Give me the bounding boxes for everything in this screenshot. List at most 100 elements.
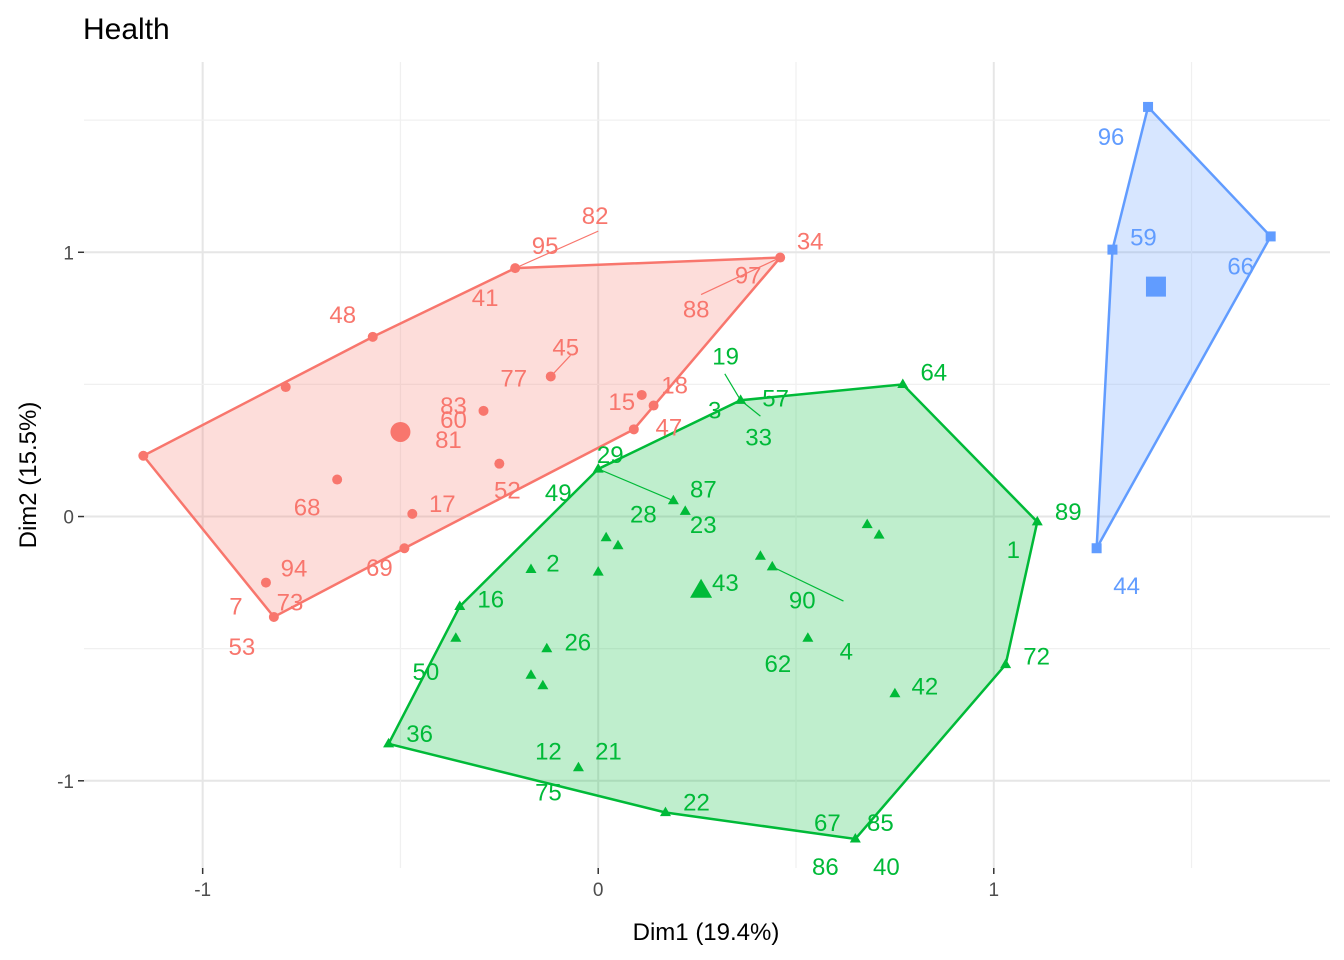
point-label: 28 bbox=[630, 502, 657, 529]
data-point bbox=[399, 543, 410, 554]
point-label: 34 bbox=[797, 229, 824, 256]
label-leader-line bbox=[772, 566, 844, 602]
x-tick-label: 1 bbox=[988, 880, 999, 901]
data-point bbox=[754, 550, 766, 560]
point-label: 53 bbox=[229, 634, 256, 661]
point-label: 42 bbox=[912, 674, 939, 701]
data-point bbox=[861, 518, 873, 529]
y-tick-label: 1 bbox=[63, 243, 74, 264]
point-label: 44 bbox=[1113, 573, 1140, 600]
data-point bbox=[268, 611, 279, 622]
point-label: 82 bbox=[582, 203, 609, 230]
point-label: 17 bbox=[429, 491, 456, 518]
point-label: 18 bbox=[661, 373, 688, 400]
data-point bbox=[541, 642, 553, 653]
point-label: 40 bbox=[873, 854, 900, 881]
data-point bbox=[407, 508, 418, 519]
point-label: 83 bbox=[440, 393, 467, 420]
point-label: 72 bbox=[1023, 644, 1050, 671]
data-point bbox=[735, 394, 747, 404]
data-point bbox=[454, 600, 466, 610]
data-point bbox=[450, 632, 462, 642]
point-label: 89 bbox=[1055, 499, 1082, 526]
point-label: 87 bbox=[690, 477, 717, 504]
data-point bbox=[600, 531, 612, 542]
point-label: 68 bbox=[294, 495, 321, 522]
point-label: 57 bbox=[762, 385, 789, 412]
data-point bbox=[648, 400, 659, 411]
point-label: 47 bbox=[655, 414, 682, 441]
data-point bbox=[572, 761, 584, 772]
data-point bbox=[897, 378, 909, 389]
point-label: 29 bbox=[597, 442, 624, 469]
y-axis-title: Dim2 (15.5%) bbox=[15, 402, 42, 549]
data-point bbox=[1000, 658, 1012, 669]
point-label: 48 bbox=[329, 302, 356, 329]
label-leader-lines bbox=[514, 230, 844, 602]
point-label: 16 bbox=[477, 586, 504, 613]
point-label: 36 bbox=[406, 721, 433, 748]
data-point bbox=[667, 494, 679, 505]
point-label: 21 bbox=[595, 739, 622, 766]
data-point bbox=[592, 566, 604, 576]
y-tick-label: -1 bbox=[57, 772, 74, 793]
point-label: 45 bbox=[552, 334, 579, 361]
cluster-hull bbox=[141, 256, 783, 619]
point-label: 64 bbox=[920, 359, 947, 386]
point-label: 77 bbox=[500, 365, 527, 392]
point-label: 59 bbox=[1130, 225, 1157, 252]
data-point bbox=[612, 539, 624, 550]
data-point bbox=[478, 405, 489, 416]
data-point bbox=[775, 252, 786, 263]
point-label: 85 bbox=[867, 810, 894, 837]
data-point bbox=[592, 463, 604, 473]
point-label: 26 bbox=[564, 630, 591, 657]
chart-title: Health bbox=[83, 13, 170, 46]
data-point bbox=[1265, 231, 1276, 242]
x-tick-label: 0 bbox=[593, 880, 604, 901]
x-tick-label: -1 bbox=[194, 880, 211, 901]
point-label: 7 bbox=[229, 594, 242, 621]
point-label: 50 bbox=[412, 659, 439, 686]
data-point bbox=[367, 331, 378, 342]
cluster-centroid bbox=[390, 421, 411, 442]
data-point bbox=[260, 577, 271, 588]
data-point bbox=[494, 458, 505, 469]
axis-ticks: -1 0 1 -1 0 1 bbox=[57, 243, 999, 901]
data-point bbox=[1091, 543, 1102, 554]
cluster-hull bbox=[1095, 104, 1273, 549]
point-label: 49 bbox=[545, 480, 572, 507]
label-leader-line bbox=[597, 468, 674, 502]
point-label: 69 bbox=[366, 555, 393, 582]
point-label: 88 bbox=[683, 297, 710, 324]
cluster-centroid bbox=[1145, 276, 1166, 297]
point-label: 60 bbox=[440, 407, 467, 434]
point-label: 41 bbox=[472, 285, 499, 312]
point-label: 19 bbox=[712, 343, 739, 370]
point-label: 3 bbox=[708, 397, 721, 424]
point-label: 23 bbox=[690, 512, 717, 539]
cluster-centroid bbox=[690, 578, 713, 598]
data-point bbox=[1031, 515, 1043, 526]
data-point bbox=[873, 529, 885, 539]
point-label: 90 bbox=[789, 588, 816, 615]
point-label: 95 bbox=[532, 233, 559, 260]
label-leader-line bbox=[724, 373, 742, 401]
point-label: 73 bbox=[277, 590, 304, 617]
point-label: 1 bbox=[1007, 537, 1020, 564]
data-point bbox=[766, 560, 778, 571]
data-point bbox=[659, 806, 671, 817]
data-point bbox=[1107, 244, 1118, 255]
data-point bbox=[332, 474, 343, 485]
data-point bbox=[537, 679, 549, 690]
point-label: 22 bbox=[683, 790, 710, 817]
data-point bbox=[545, 371, 556, 382]
data-point bbox=[510, 263, 521, 274]
point-label: 2 bbox=[546, 550, 559, 577]
point-label: 33 bbox=[745, 424, 772, 451]
x-axis-title: Dim1 (19.4%) bbox=[633, 919, 780, 946]
point-label: 12 bbox=[535, 739, 562, 766]
label-leader-line bbox=[514, 230, 599, 269]
data-point bbox=[636, 389, 647, 400]
data-point bbox=[525, 563, 537, 573]
